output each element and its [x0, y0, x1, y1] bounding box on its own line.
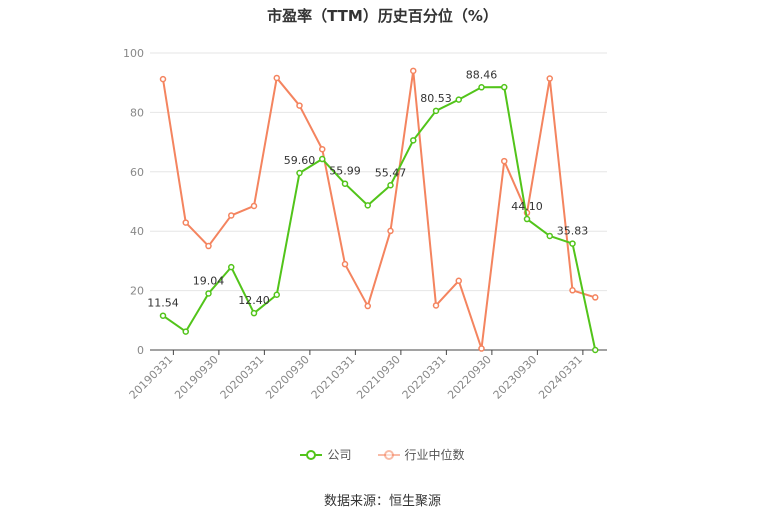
point-0-17 — [546, 232, 553, 240]
source-note: 数据来源：恒生聚源 — [323, 494, 441, 509]
data-label-2: 19.04 — [193, 274, 225, 287]
point-1-15 — [501, 157, 508, 165]
grid-lines — [150, 52, 607, 292]
point-1-12 — [432, 302, 440, 309]
line-chart: 0 20 40 60 80 100 2019033120190930202003312020… — [123, 47, 607, 402]
point-0-19 — [592, 346, 599, 354]
data-label-0: 11.54 — [147, 297, 179, 310]
point-0-9 — [364, 202, 371, 209]
data-labels: 11.54 19.04 12.40 59.60 55.99 55.47 80.53 88.46… — [147, 68, 588, 309]
y-tick-label-0: 0 — [137, 344, 144, 357]
x-tick-label-20200331: 20200331 — [218, 353, 267, 402]
x-tick-label-20210331: 20210331 — [309, 353, 358, 402]
point-1-8 — [341, 260, 349, 268]
x-tick-label-20210930: 20210930 — [354, 353, 403, 402]
x-tick-label-20220930: 20220930 — [445, 353, 494, 402]
point-0-12 — [432, 107, 440, 115]
y-tick-label-40: 40 — [130, 225, 144, 238]
point-0-13 — [455, 96, 462, 103]
data-label-6: 59.60 — [284, 154, 316, 167]
point-1-4 — [250, 202, 258, 210]
point-1-3 — [228, 212, 235, 219]
point-1-13 — [455, 277, 462, 285]
x-tick-label-20200930: 20200930 — [263, 353, 312, 402]
x-tick-label-20190331: 20190331 — [127, 353, 176, 402]
series-lines — [159, 67, 599, 354]
x-tick-label-20190930: 20190930 — [172, 353, 221, 402]
series-line-1 — [162, 69, 596, 350]
data-label-10: 55.47 — [375, 166, 407, 179]
legend: 公司 行业中位数 — [0, 446, 765, 463]
point-0-11 — [410, 137, 417, 144]
y-tick-label-80: 80 — [130, 106, 144, 119]
point-1-19 — [592, 294, 599, 301]
point-1-11 — [410, 67, 417, 75]
chart-title: 市盈率（TTM）历史百分位（%） — [267, 7, 498, 25]
legend-item-company[interactable]: 公司 — [300, 446, 352, 463]
point-1-10 — [387, 227, 394, 235]
point-1-5 — [273, 74, 280, 82]
point-0-2 — [205, 290, 212, 297]
data-label-12: 80.53 — [420, 92, 452, 105]
point-0-16 — [523, 215, 531, 223]
data-label-14: 88.46 — [466, 68, 498, 81]
point-1-7 — [319, 145, 326, 153]
data-label-18: 35.83 — [557, 225, 589, 238]
y-tick-label-100: 100 — [123, 47, 144, 60]
x-tick-label-20240331: 20240331 — [536, 353, 585, 402]
data-label-8: 55.99 — [329, 165, 361, 178]
point-1-18 — [569, 287, 576, 294]
point-1-14 — [478, 345, 485, 352]
data-label-16: 44.10 — [511, 200, 543, 213]
point-0-8 — [341, 180, 349, 187]
point-1-2 — [205, 242, 212, 250]
point-1-17 — [546, 75, 553, 82]
point-0-14 — [478, 84, 485, 91]
point-0-4 — [250, 309, 258, 317]
point-0-3 — [228, 263, 235, 271]
legend-label-company: 公司 — [327, 448, 352, 462]
point-0-0 — [159, 312, 167, 319]
data-label-4: 12.40 — [238, 294, 270, 307]
y-tick-label-60: 60 — [130, 166, 144, 179]
point-0-1 — [182, 328, 189, 335]
x-tick-label-20230930: 20230930 — [491, 353, 540, 402]
point-0-6 — [296, 169, 303, 177]
point-0-15 — [501, 83, 508, 91]
x-tick-label-20220331: 20220331 — [400, 353, 449, 402]
point-1-1 — [182, 219, 189, 226]
y-tick-label-20: 20 — [130, 285, 144, 298]
point-1-9 — [364, 302, 371, 310]
legend-item-industry-median[interactable]: 行业中位数 — [377, 446, 465, 463]
point-0-10 — [387, 182, 394, 189]
series-line-0 — [162, 86, 597, 351]
legend-swatch-industry-median — [377, 449, 400, 461]
point-0-18 — [569, 240, 576, 247]
legend-swatch-company — [300, 449, 323, 461]
point-1-0 — [159, 75, 167, 83]
legend-label-industry-median: 行业中位数 — [404, 448, 465, 462]
point-0-5 — [273, 291, 280, 299]
point-0-7 — [319, 155, 326, 163]
point-1-6 — [296, 102, 303, 109]
